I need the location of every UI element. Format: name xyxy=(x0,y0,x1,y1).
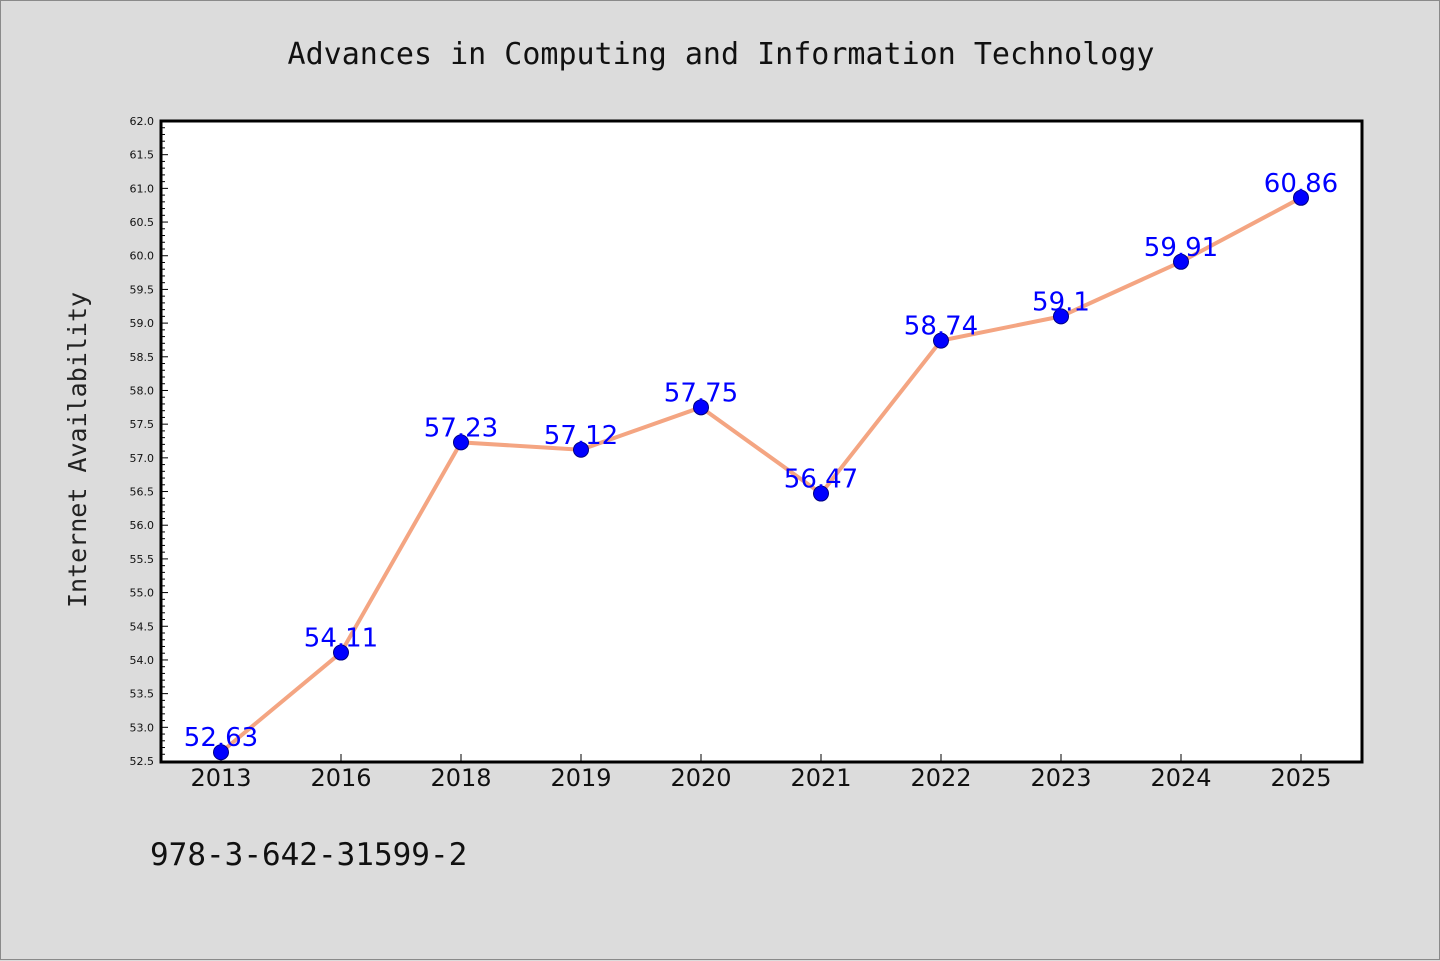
data-point-marker xyxy=(333,644,349,661)
series-markers xyxy=(213,189,1309,761)
y-tick-label: 59.0 xyxy=(130,317,155,330)
data-point-marker xyxy=(1293,189,1309,206)
plot-area xyxy=(161,121,1362,762)
data-point-label: 59.91 xyxy=(1144,233,1218,263)
data-point-label: 52.63 xyxy=(184,723,258,753)
data-point-label: 56.47 xyxy=(784,465,858,495)
y-tick-label: 53.0 xyxy=(130,721,155,734)
data-point-marker xyxy=(573,441,589,458)
y-tick-label: 58.0 xyxy=(130,384,155,397)
plot-frame xyxy=(159,119,1364,764)
y-tick-label: 52.5 xyxy=(130,755,155,768)
data-point-marker xyxy=(1173,253,1189,270)
data-point-marker xyxy=(213,744,229,761)
y-axis-label: Internet Availability xyxy=(63,292,92,608)
y-tick-label: 55.0 xyxy=(130,587,155,600)
x-tick-label: 2018 xyxy=(430,764,491,792)
y-tick-label: 56.0 xyxy=(130,519,155,532)
y-tick-label: 61.5 xyxy=(130,149,155,162)
y-tick-label: 54.5 xyxy=(130,620,155,633)
x-tick-label: 2023 xyxy=(1030,764,1091,792)
x-tick-label: 2022 xyxy=(910,764,971,792)
x-tick-label: 2020 xyxy=(670,764,731,792)
data-point-label: 58.74 xyxy=(904,312,978,342)
isbn-footer: 978-3-642-31599-2 xyxy=(150,837,467,873)
y-tick-label: 56.5 xyxy=(130,486,155,499)
y-tick-label: 60.5 xyxy=(130,216,155,229)
data-point-label: 54.11 xyxy=(304,624,378,654)
data-point-label: 57.23 xyxy=(424,413,498,443)
data-point-marker xyxy=(813,485,829,502)
y-tick-label: 53.5 xyxy=(130,688,155,701)
y-tick-label: 60.0 xyxy=(130,250,155,263)
data-point-label: 60.86 xyxy=(1264,169,1338,199)
y-tick-label: 54.0 xyxy=(130,654,155,667)
y-tick-label: 55.5 xyxy=(130,553,155,566)
data-point-marker xyxy=(453,434,469,451)
y-tick-label: 58.5 xyxy=(130,351,155,364)
data-point-label: 57.75 xyxy=(664,378,738,408)
data-labels: 52.63 54.11 57.23 57.12 57.75 56.47 58.74 59.1 5… xyxy=(184,169,1338,753)
y-tick-label: 57.0 xyxy=(130,452,155,465)
data-point-marker xyxy=(933,332,949,349)
x-tick-label: 2019 xyxy=(550,764,611,792)
data-point-marker xyxy=(693,399,709,416)
y-tick-label: 59.5 xyxy=(130,283,155,296)
y-tick-label: 57.5 xyxy=(130,418,155,431)
y-tick-label: 61.0 xyxy=(130,182,155,195)
x-tick-label: 2025 xyxy=(1270,764,1331,792)
x-tick-label: 2016 xyxy=(310,764,371,792)
y-tick-label: 62.0 xyxy=(130,115,155,128)
chart-title: Advances in Computing and Information Te… xyxy=(288,37,1155,72)
x-axis-ticks: 2013 2016 2018 2019 2020 2021 2022 2023 2024 2025 xyxy=(190,754,1332,792)
series-line xyxy=(219,196,1302,754)
x-tick-label: 2013 xyxy=(190,764,251,792)
data-point-label: 57.12 xyxy=(544,421,618,451)
x-tick-label: 2021 xyxy=(790,764,851,792)
data-point-marker xyxy=(1053,308,1069,325)
x-tick-label: 2024 xyxy=(1150,764,1211,792)
data-point-label: 59.1 xyxy=(1032,287,1090,317)
